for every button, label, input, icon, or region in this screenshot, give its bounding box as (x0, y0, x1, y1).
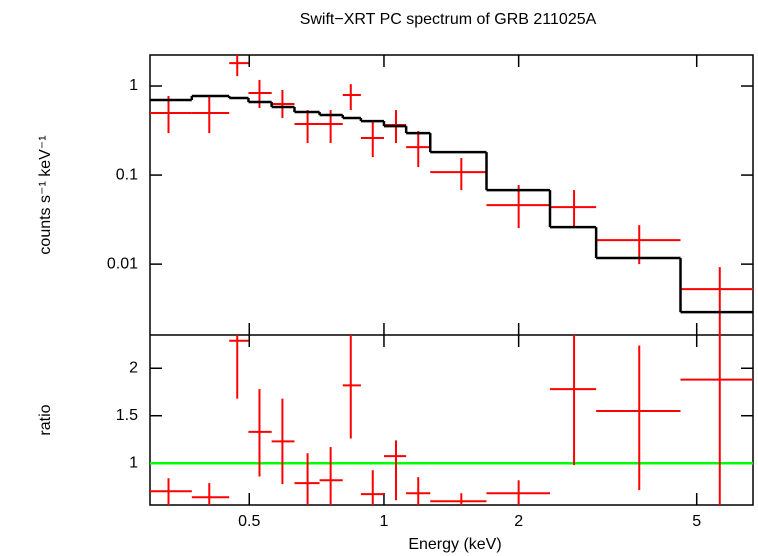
y-tick-label: 1.5 (116, 407, 138, 424)
x-tick-label: 0.5 (238, 513, 260, 530)
y-tick-label: 1 (129, 77, 138, 94)
y-tick-label: 1 (129, 454, 138, 471)
x-tick-label: 2 (514, 513, 523, 530)
x-tick-label: 5 (692, 513, 701, 530)
y-tick-label: 0.01 (107, 255, 138, 272)
chart-title: Swift−XRT PC spectrum of GRB 211025A (300, 11, 597, 28)
y-axis-label: counts s⁻¹ keV⁻¹ (37, 135, 54, 254)
plot-area (150, 335, 753, 505)
plot-area (150, 55, 753, 335)
y-tick-label: 0.1 (116, 166, 138, 183)
x-axis-label: Energy (keV) (408, 536, 501, 553)
x-tick-label: 1 (380, 513, 389, 530)
y-axis-label: ratio (37, 404, 54, 435)
frame (149, 54, 754, 506)
y-tick-label: 2 (129, 359, 138, 376)
